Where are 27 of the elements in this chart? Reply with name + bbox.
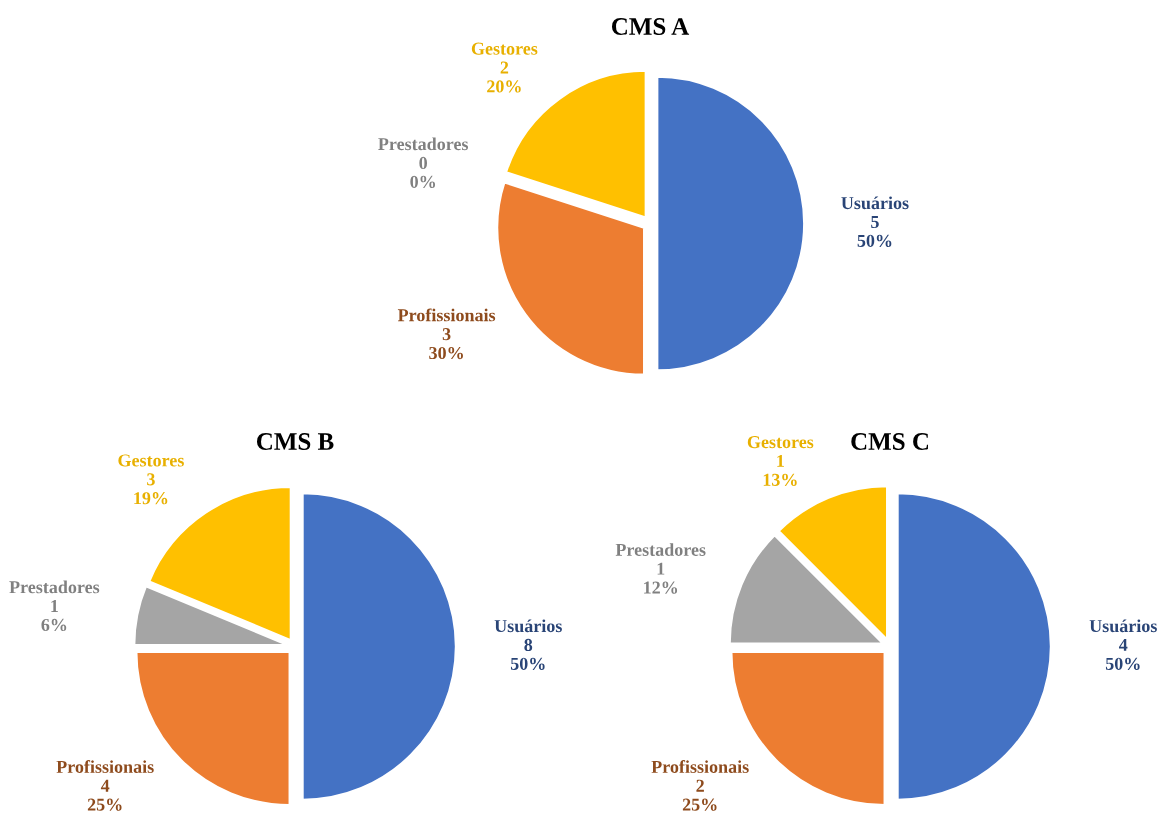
- slice-label: Usuários: [841, 196, 909, 210]
- data-label: 1 12%: [644, 562, 678, 594]
- data-label: 2 20%: [487, 61, 521, 93]
- data-label: 4 25%: [87, 779, 122, 811]
- data-label: 8 50%: [510, 638, 545, 670]
- data-label: 2 25%: [682, 779, 717, 811]
- slice-label: Profissionais: [56, 760, 154, 773]
- slice-label: Gestores: [471, 42, 538, 55]
- chart-title: CMS A: [611, 18, 690, 35]
- chart-title: CMS B: [256, 433, 334, 450]
- slice-label: Prestadores: [615, 543, 706, 556]
- data-label: 4 50%: [1105, 638, 1140, 670]
- data-label: 1 13%: [763, 454, 797, 486]
- slice-label: Usuários: [1089, 619, 1157, 633]
- slice-label: Profissionais: [397, 308, 496, 322]
- data-label: 5 50%: [857, 216, 892, 247]
- slice-label: Gestores: [118, 454, 184, 467]
- slice-label: Prestadores: [9, 580, 100, 594]
- slice-label: Profissionais: [651, 760, 749, 773]
- slice-label: Usuários: [494, 619, 562, 633]
- data-label: 3 19%: [134, 473, 168, 505]
- slice-label: Gestores: [747, 436, 814, 449]
- chart-title: CMS C: [851, 433, 929, 450]
- data-label: 1 6%: [41, 600, 67, 632]
- category-label: Prestadores: [378, 137, 469, 151]
- text: 0 0%: [410, 156, 436, 188]
- data-label: 3 30%: [429, 328, 463, 360]
